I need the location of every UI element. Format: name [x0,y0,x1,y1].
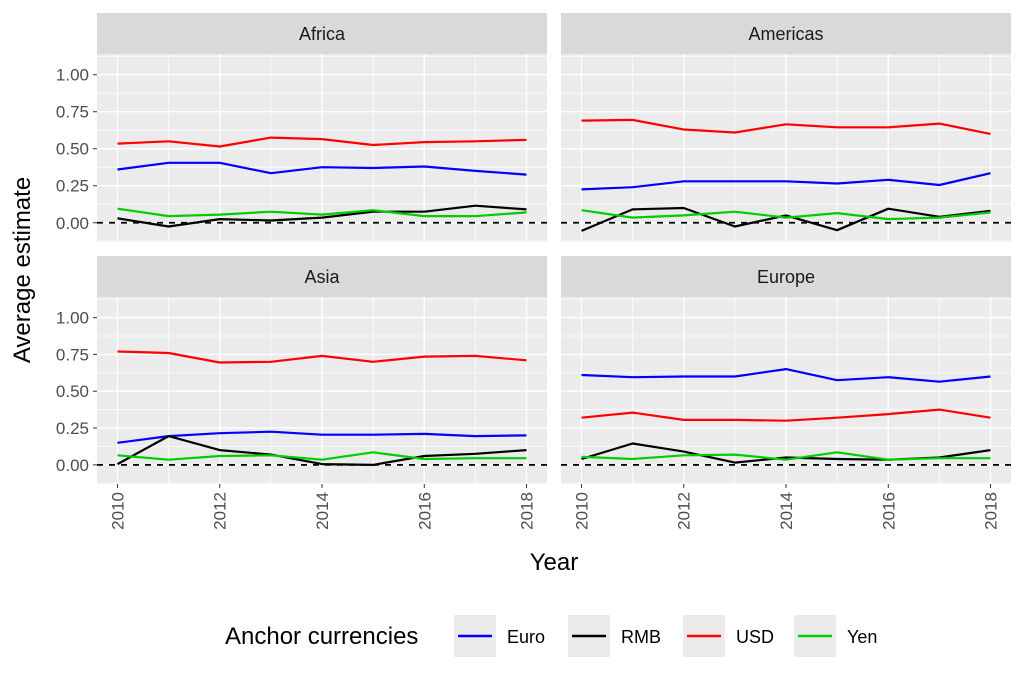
facet-title: Asia [304,267,340,287]
facet-strip [561,13,1011,54]
x-tick-label: 2014 [313,492,332,530]
facet-strip [561,256,1011,297]
series-line-euro [117,161,527,176]
x-axis-title: Year [530,549,579,576]
y-tick-label: 0.00 [56,456,89,475]
series-line-rmb [117,204,527,228]
panel-americas: Americas [561,13,1011,242]
facet-strip [97,256,547,297]
y-tick-label: 0.25 [56,177,89,196]
x-tick-label: 2016 [415,492,434,530]
x-tick-label: 2010 [108,492,127,530]
x-tick-label: 2010 [572,492,591,530]
series-line-usd [117,350,527,364]
y-tick-label: 0.50 [56,140,89,159]
y-tick-label: 1.00 [56,309,89,328]
y-axis-title: Average estimate [9,177,36,363]
y-tick-label: 0.00 [56,214,89,233]
x-tick-label: 2018 [518,492,537,530]
x-tick-label: 2014 [777,492,796,530]
x-tick-label: 2016 [879,492,898,530]
y-tick-label: 0.50 [56,382,89,401]
legend: Anchor currencies Euro RMB USD Yen [225,615,877,657]
series-line-rmb [581,206,991,232]
facet-title: Americas [748,24,823,44]
y-tick-label: 1.00 [56,66,89,85]
facet-title: Africa [299,24,346,44]
y-tick-label: 0.75 [56,103,89,122]
x-tick-label: 2012 [211,492,230,530]
series-line-usd [117,136,527,148]
series-line-usd [581,408,991,422]
chart-panels: Africa 0.00 0.25 0.50 0.75 1.00 Americas Asia 0.… [56,13,1011,530]
series-line-euro [117,430,527,444]
series-line-yen [117,451,527,461]
legend-label-usd: USD [736,627,774,647]
series-line-yen [581,209,991,221]
y-tick-label: 0.75 [56,345,89,364]
series-line-euro [581,172,991,191]
legend-label-euro: Euro [507,627,545,647]
series-line-euro [581,368,991,383]
panel-asia: Asia 0.00 0.25 0.50 0.75 1.00 2010 2012 2014 2016… [56,256,547,530]
series-line-usd [581,118,991,135]
x-tick-label: 2018 [982,492,1001,530]
legend-title: Anchor currencies [225,623,418,650]
series-line-yen [117,207,527,218]
facet-strip [97,13,547,54]
series-line-rmb [116,435,527,466]
y-tick-label: 0.25 [56,419,89,438]
panel-africa: Africa 0.00 0.25 0.50 0.75 1.00 [56,13,547,242]
panel-europe: Europe 2010 2012 2014 2016 2018 [561,256,1011,530]
series-line-yen [581,451,991,461]
x-tick-label: 2012 [675,492,694,530]
legend-label-rmb: RMB [621,627,661,647]
legend-label-yen: Yen [847,627,877,647]
facet-title: Europe [757,267,815,287]
